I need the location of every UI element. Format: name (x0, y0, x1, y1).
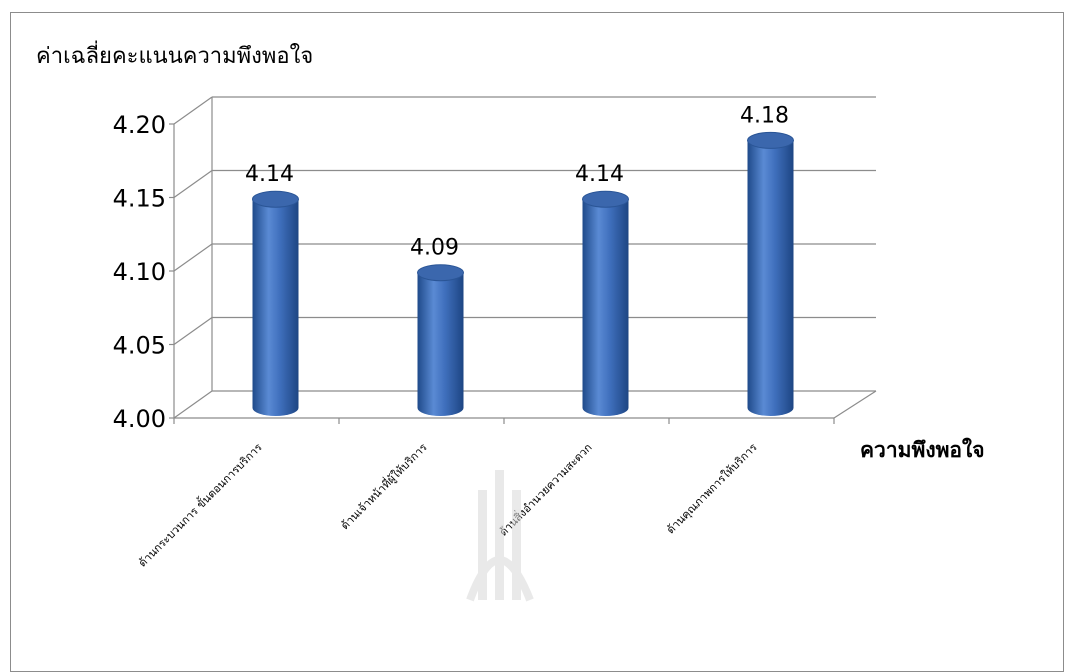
y-tick-label: 4.10 (113, 258, 166, 286)
x-axis-title: ความพึงพอใจ (860, 437, 985, 462)
data-label: 4.09 (410, 236, 459, 261)
x-tick-label: ด้านเจ้าหน้าที่ผู้ให้บริการ (337, 439, 430, 532)
gridline-depth (173, 170, 213, 198)
data-label: 4.14 (575, 162, 624, 187)
bar-top (252, 190, 299, 208)
y-tick-label: 4.15 (113, 185, 166, 213)
bar-body (582, 199, 629, 416)
axis-layer: 4.00 4.05 4.10 4.15 4.20 (113, 111, 877, 433)
bar-top (417, 264, 464, 282)
bar-body (747, 140, 794, 416)
x-tick-label: ด้านคุณภาพการให้บริการ (664, 441, 760, 537)
x-tick-label: ด้านสิ่งอำนวยความสะดวก (495, 440, 594, 539)
gridline-depth (173, 96, 213, 125)
watermark-logo (466, 470, 534, 602)
bar-top (747, 131, 794, 149)
bar (417, 264, 464, 416)
chart-frame (10, 12, 1064, 672)
bar (252, 190, 299, 416)
y-tick-label: 4.00 (113, 405, 166, 433)
bar-top (582, 190, 629, 208)
bar-body (417, 272, 464, 416)
y-tick-label: 4.20 (113, 111, 166, 139)
bar-chart: 4.00 4.05 4.10 4.15 4.20 4.14 4.09 4.14 4.18 ด้า… (36, 40, 985, 602)
gridline-depth (173, 317, 213, 345)
floor-edge (833, 390, 877, 419)
bar (747, 131, 794, 416)
gridline-depth (173, 390, 213, 419)
data-label: 4.14 (245, 162, 294, 187)
bar (582, 190, 629, 416)
gridline-depth (173, 243, 213, 272)
x-tick-label: ด้านกระบวนการ ขั้นตอนการบริการ (135, 439, 265, 569)
bar-body (252, 199, 299, 416)
y-tick-label: 4.05 (113, 332, 166, 360)
bar-layer (252, 131, 794, 416)
y-axis-title: ค่าเฉลี่ยคะแนนความพึงพอใจ (36, 40, 313, 69)
data-label: 4.18 (740, 103, 789, 128)
